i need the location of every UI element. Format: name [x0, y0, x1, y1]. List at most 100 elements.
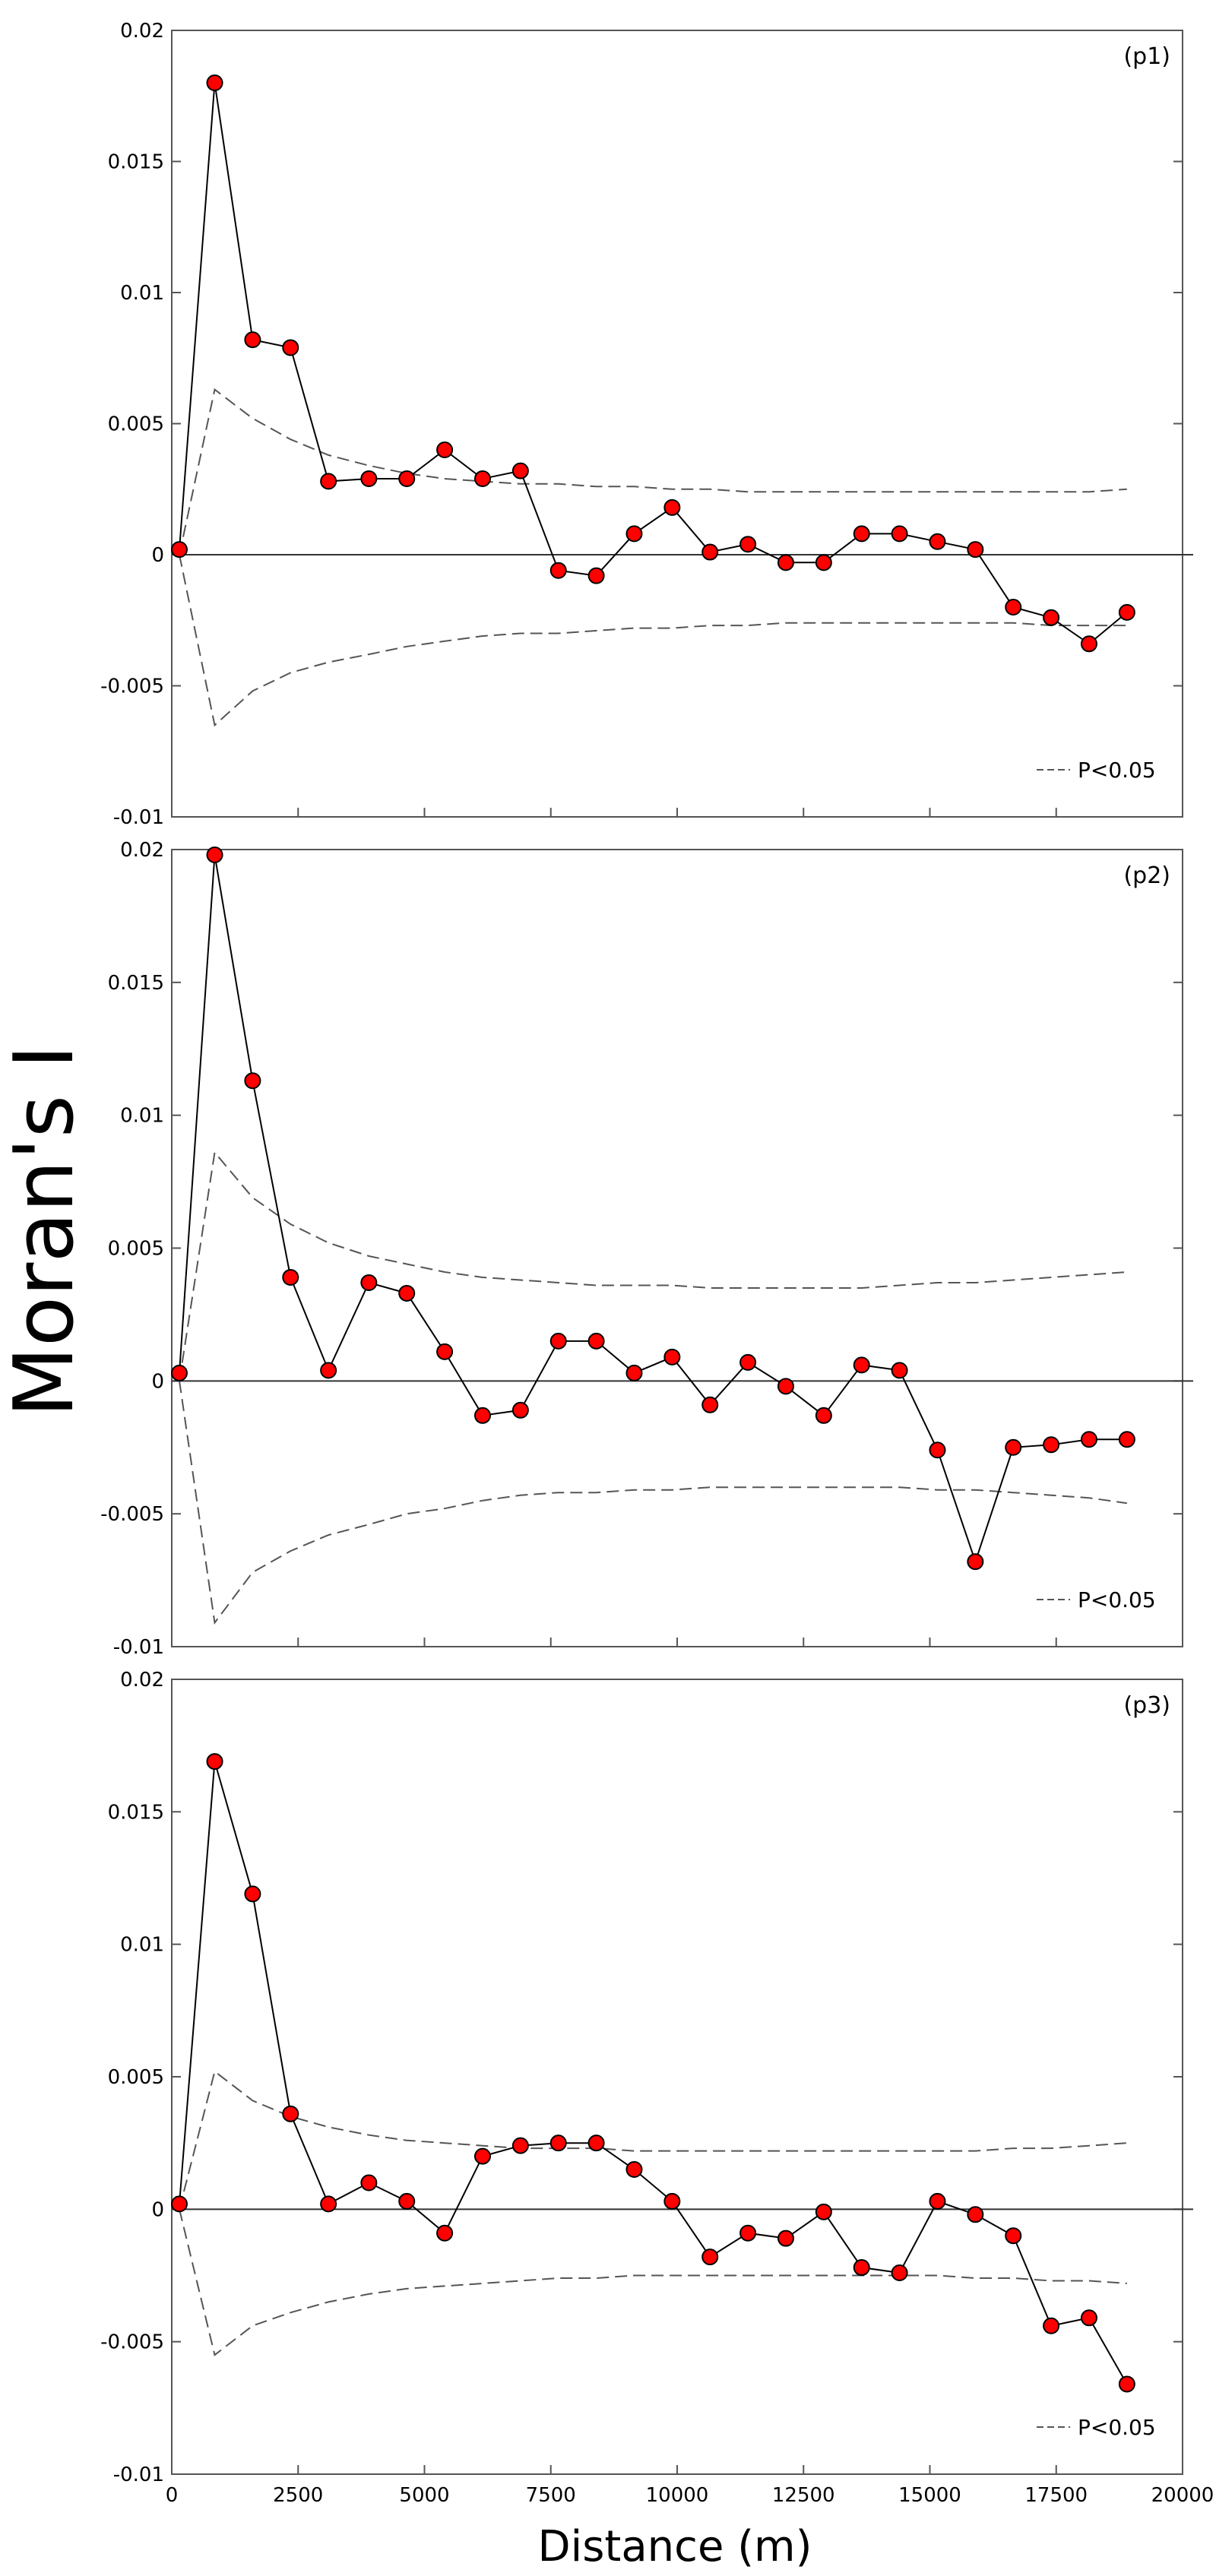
y-tick-label: 0.015 — [108, 1801, 164, 1824]
x-tick-label: 15000 — [898, 2484, 961, 2507]
chart-panels: -0.01 -0.005 0 0.005 0.01 0.015 0.02 (p1) P<0.05… — [100, 20, 1214, 2507]
y-tick-label: -0.005 — [100, 676, 164, 698]
x-tick-label: 7500 — [526, 2484, 576, 2507]
data-point — [1005, 1438, 1022, 1456]
y-tick-label: -0.005 — [100, 1503, 164, 1526]
y-axis-title: Moran's I — [0, 1045, 92, 1417]
data-point — [777, 2229, 794, 2247]
data-point — [282, 2105, 299, 2122]
lower-bound-line — [179, 2209, 1127, 2356]
upper-bound-line — [179, 2070, 1127, 2210]
data-point — [739, 2224, 757, 2242]
data-point — [701, 2248, 719, 2266]
data-point — [1118, 1431, 1135, 1448]
data-point — [1080, 1431, 1097, 1448]
data-point — [701, 543, 719, 561]
data-point — [587, 1332, 605, 1350]
y-tick-label: -0.01 — [113, 1636, 164, 1659]
data-point — [549, 562, 567, 579]
data-point — [663, 1348, 681, 1366]
data-point — [663, 2192, 681, 2210]
data-point — [170, 1364, 188, 1381]
data-point — [549, 2135, 567, 2152]
y-tick-label: 0.015 — [108, 151, 164, 174]
data-point — [398, 470, 416, 487]
data-point — [244, 1885, 261, 1903]
data-point — [929, 2192, 946, 2210]
data-point — [1005, 2227, 1022, 2245]
data-point — [625, 2161, 643, 2179]
data-point — [1043, 2317, 1060, 2334]
x-tick-label: 17500 — [1024, 2484, 1088, 2507]
legend-label: P<0.05 — [1078, 2415, 1156, 2440]
data-point — [1080, 635, 1097, 653]
series-line — [179, 82, 1128, 645]
data-point — [1043, 609, 1060, 626]
data-point — [739, 1353, 757, 1371]
data-point — [625, 1364, 643, 1381]
data-point — [815, 2203, 832, 2220]
y-tick-label: 0 — [151, 2198, 164, 2221]
data-point — [473, 2147, 491, 2165]
data-point — [587, 567, 605, 584]
legend-label: P<0.05 — [1078, 1587, 1156, 1612]
data-point — [853, 1356, 870, 1374]
data-point — [282, 339, 299, 356]
panel-label: (p1) — [1123, 43, 1170, 70]
data-point — [929, 1441, 946, 1459]
series-line — [179, 854, 1127, 1565]
upper-bound-line — [179, 388, 1127, 555]
y-tick-label: 0.01 — [120, 282, 164, 305]
y-tick-label: 0.01 — [120, 1934, 164, 1957]
panel-label: (p2) — [1123, 862, 1170, 889]
data-point — [170, 541, 188, 559]
data-point — [170, 2195, 188, 2213]
x-tick-label: 20000 — [1151, 2484, 1214, 2507]
lower-bound-line — [179, 554, 1127, 727]
y-tick-label: 0.005 — [108, 413, 164, 436]
lower-bound-line — [179, 1381, 1127, 1625]
data-point — [967, 2206, 984, 2223]
x-tick-label: 5000 — [399, 2484, 449, 2507]
chart-panel: -0.01 -0.005 0 0.005 0.01 0.015 0.02 0 2500 5000 7… — [100, 1669, 1214, 2507]
data-point — [320, 473, 337, 490]
data-point — [549, 1332, 567, 1350]
y-tick-label: 0.02 — [120, 1669, 164, 1691]
data-point — [436, 1343, 454, 1360]
data-point — [511, 462, 529, 479]
y-tick-label: 0 — [151, 1370, 164, 1393]
data-point — [360, 1274, 378, 1291]
y-tick-label: -0.005 — [100, 2331, 164, 2354]
x-tick-label: 2500 — [273, 2484, 323, 2507]
x-tick-label: 0 — [166, 2484, 179, 2507]
data-point — [929, 533, 946, 550]
plot-frame — [171, 1679, 1183, 2475]
data-point — [853, 2259, 870, 2277]
data-point — [398, 1284, 416, 1302]
y-tick-label: 0.02 — [120, 839, 164, 862]
data-point — [1080, 2309, 1097, 2327]
data-point — [1118, 2375, 1135, 2393]
legend-label: P<0.05 — [1078, 758, 1156, 783]
data-point — [320, 1362, 337, 1379]
data-point — [244, 331, 261, 349]
data-point — [967, 541, 984, 559]
data-point — [891, 525, 908, 543]
data-point — [511, 1401, 529, 1419]
data-point — [511, 2137, 529, 2154]
data-point — [815, 554, 832, 571]
data-point — [436, 2224, 454, 2242]
data-point — [206, 846, 223, 863]
data-point — [777, 1378, 794, 1395]
data-point — [625, 525, 643, 543]
data-point — [739, 536, 757, 553]
y-tick-label: 0.02 — [120, 20, 164, 43]
data-point — [360, 470, 378, 487]
chart-panel: -0.01 -0.005 0 0.005 0.01 0.015 0.02 (p1) P<0.05 — [100, 20, 1193, 829]
plot-frame — [171, 849, 1183, 1647]
data-point — [663, 498, 681, 516]
data-point — [815, 1407, 832, 1424]
y-tick-label: 0 — [151, 544, 164, 567]
data-point — [473, 470, 491, 487]
